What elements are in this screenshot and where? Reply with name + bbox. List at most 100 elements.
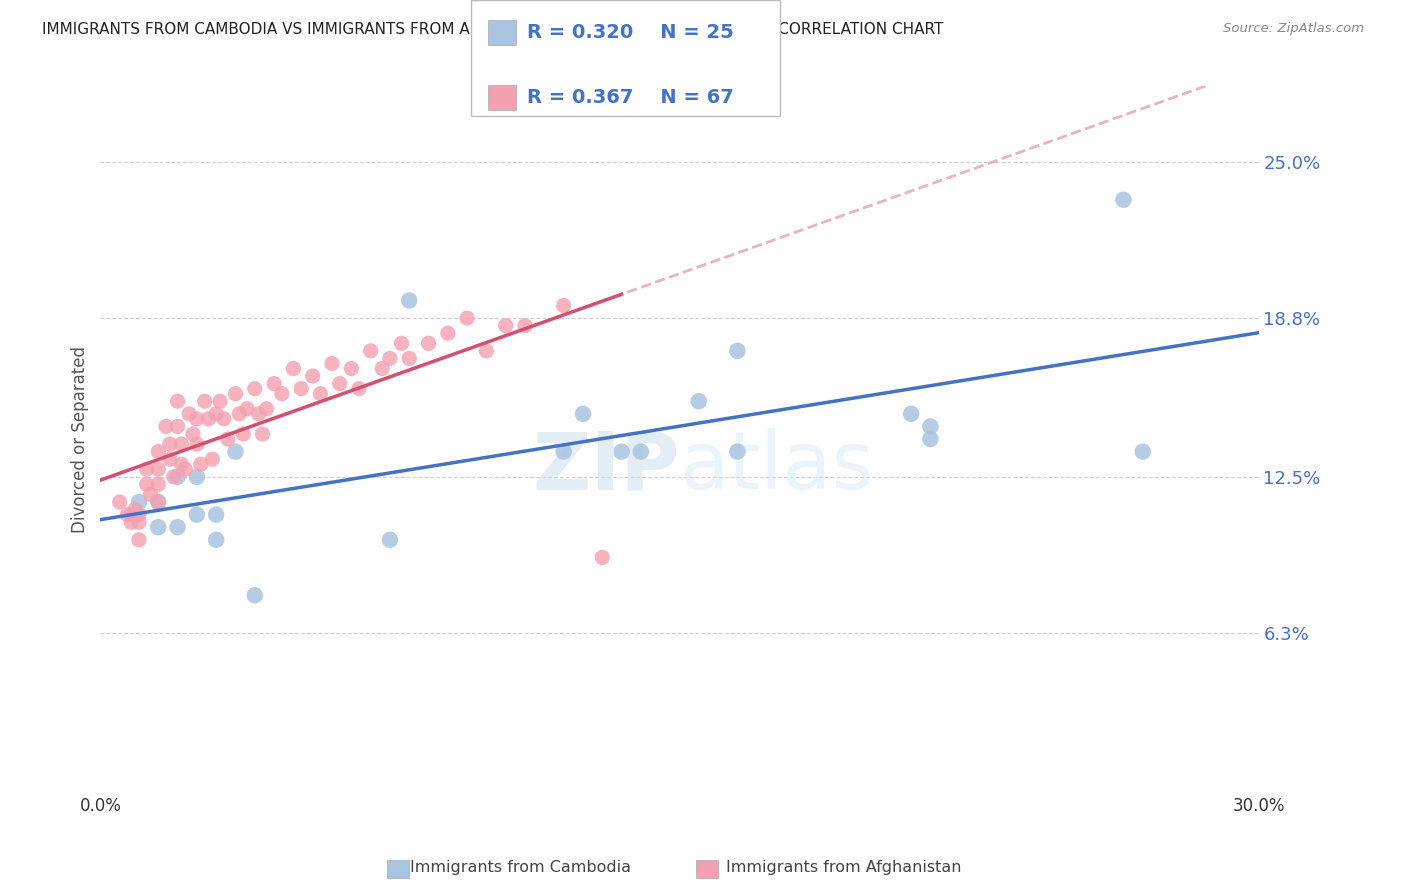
- Point: [630, 444, 652, 458]
- Point: [208, 394, 231, 409]
- Point: [920, 419, 942, 434]
- Point: [166, 394, 188, 409]
- Point: [321, 356, 343, 370]
- Text: ZIP: ZIP: [533, 428, 679, 507]
- Point: [139, 487, 162, 501]
- Point: [391, 336, 413, 351]
- Point: [591, 550, 613, 565]
- Point: [166, 470, 188, 484]
- Point: [163, 470, 186, 484]
- Point: [128, 495, 150, 509]
- Point: [1132, 444, 1154, 458]
- Point: [179, 407, 201, 421]
- Point: [270, 386, 292, 401]
- Point: [217, 432, 239, 446]
- Point: [243, 588, 266, 602]
- Point: [190, 457, 212, 471]
- Point: [166, 419, 188, 434]
- Point: [120, 515, 142, 529]
- Point: [197, 412, 219, 426]
- Point: [283, 361, 305, 376]
- Point: [186, 470, 208, 484]
- Point: [418, 336, 440, 351]
- Y-axis label: Divorced or Separated: Divorced or Separated: [72, 345, 89, 533]
- Point: [236, 401, 259, 416]
- Point: [309, 386, 332, 401]
- Point: [205, 508, 228, 522]
- Point: [170, 457, 193, 471]
- Point: [725, 343, 748, 358]
- Point: [378, 351, 401, 366]
- Point: [117, 508, 139, 522]
- Point: [398, 293, 420, 308]
- Point: [108, 495, 131, 509]
- Point: [148, 495, 170, 509]
- Point: [155, 419, 177, 434]
- Text: R = 0.320    N = 25: R = 0.320 N = 25: [527, 22, 734, 42]
- Point: [212, 412, 235, 426]
- Point: [495, 318, 517, 333]
- Point: [254, 401, 277, 416]
- Point: [135, 477, 157, 491]
- Point: [194, 394, 217, 409]
- Point: [128, 508, 150, 522]
- Point: [174, 462, 197, 476]
- Point: [186, 412, 208, 426]
- Point: [224, 444, 246, 458]
- Point: [378, 533, 401, 547]
- Point: [148, 444, 170, 458]
- Point: [128, 515, 150, 529]
- Point: [688, 394, 710, 409]
- Point: [186, 437, 208, 451]
- Point: [128, 533, 150, 547]
- Point: [610, 444, 633, 458]
- Point: [232, 427, 254, 442]
- Point: [135, 462, 157, 476]
- Point: [456, 311, 478, 326]
- Point: [290, 382, 312, 396]
- Point: [166, 520, 188, 534]
- Point: [263, 376, 285, 391]
- Point: [159, 437, 181, 451]
- Point: [725, 444, 748, 458]
- Point: [371, 361, 394, 376]
- Text: IMMIGRANTS FROM CAMBODIA VS IMMIGRANTS FROM AFGHANISTAN DIVORCED OR SEPARATED CO: IMMIGRANTS FROM CAMBODIA VS IMMIGRANTS F…: [42, 22, 943, 37]
- Point: [201, 452, 224, 467]
- Point: [475, 343, 498, 358]
- Point: [513, 318, 536, 333]
- Point: [243, 382, 266, 396]
- Point: [181, 427, 204, 442]
- Point: [572, 407, 595, 421]
- Point: [340, 361, 363, 376]
- Point: [148, 520, 170, 534]
- Point: [437, 326, 460, 341]
- Point: [159, 452, 181, 467]
- Text: Source: ZipAtlas.com: Source: ZipAtlas.com: [1223, 22, 1364, 36]
- Point: [900, 407, 922, 421]
- Point: [301, 369, 323, 384]
- Point: [148, 495, 170, 509]
- Point: [247, 407, 270, 421]
- Point: [205, 533, 228, 547]
- Point: [920, 432, 942, 446]
- Point: [124, 502, 146, 516]
- Point: [186, 508, 208, 522]
- Point: [148, 477, 170, 491]
- Point: [148, 462, 170, 476]
- Text: Immigrants from Afghanistan: Immigrants from Afghanistan: [725, 860, 962, 874]
- Point: [360, 343, 382, 358]
- Point: [329, 376, 352, 391]
- Point: [228, 407, 250, 421]
- Text: atlas: atlas: [679, 428, 875, 507]
- Point: [1112, 193, 1135, 207]
- Text: Immigrants from Cambodia: Immigrants from Cambodia: [409, 860, 631, 874]
- Point: [120, 508, 142, 522]
- Point: [553, 444, 575, 458]
- Point: [224, 386, 246, 401]
- Text: R = 0.367    N = 67: R = 0.367 N = 67: [527, 88, 734, 107]
- Point: [252, 427, 274, 442]
- Point: [553, 299, 575, 313]
- Point: [398, 351, 420, 366]
- Point: [347, 382, 370, 396]
- Point: [205, 407, 228, 421]
